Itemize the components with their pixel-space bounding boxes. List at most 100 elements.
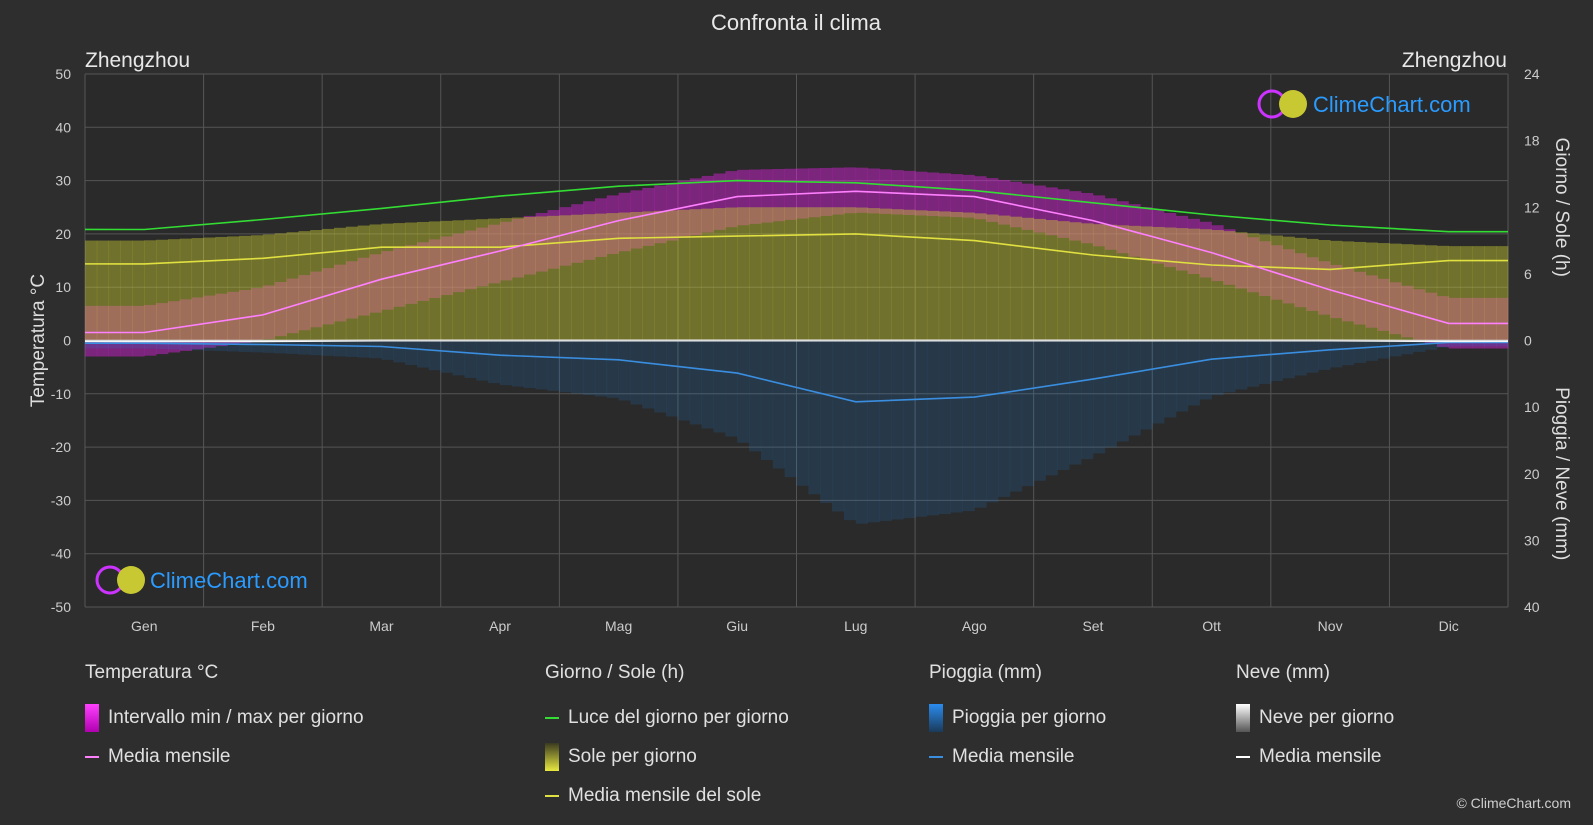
sunshine-bar bbox=[1104, 224, 1117, 341]
sunshine-bar bbox=[1365, 242, 1378, 341]
rain-bar bbox=[1401, 340, 1414, 355]
legend-item-label: Media mensile del sole bbox=[568, 784, 762, 806]
y-right-top-tick-label: 18 bbox=[1524, 133, 1540, 149]
rain-bar bbox=[808, 340, 821, 495]
rain-bar bbox=[476, 340, 489, 381]
rain-bar bbox=[571, 340, 584, 394]
sunshine-bar bbox=[630, 211, 643, 341]
rain-bar bbox=[1175, 340, 1189, 412]
y-right-top-tick-label: 12 bbox=[1524, 199, 1540, 215]
rain-bar bbox=[322, 340, 335, 356]
rain-bar bbox=[1152, 340, 1165, 424]
sunshine-bar bbox=[926, 210, 940, 341]
sunshine-bar bbox=[1223, 231, 1236, 341]
rain-bar bbox=[1389, 340, 1402, 357]
sunshine-bar bbox=[1413, 244, 1426, 341]
x-tick-label: Dic bbox=[1439, 618, 1459, 634]
rain-bar bbox=[843, 340, 857, 521]
legend-temperature-title: Temperatura °C bbox=[85, 662, 219, 683]
rain-bar bbox=[737, 340, 750, 443]
rain-bar bbox=[666, 340, 679, 417]
sunshine-bar bbox=[500, 218, 513, 341]
sunshine-bar bbox=[405, 222, 418, 341]
rain-bar bbox=[262, 340, 276, 353]
rain-bar bbox=[998, 340, 1011, 497]
rain-bar bbox=[144, 340, 157, 349]
rain-bar bbox=[903, 340, 916, 519]
legend-snow: Neve (mm) Neve per giorno Media mensile bbox=[1236, 662, 1394, 776]
rain-bar bbox=[369, 340, 382, 359]
rain-bar bbox=[1472, 340, 1485, 347]
sunshine-bar bbox=[85, 240, 98, 341]
rain-bar bbox=[239, 340, 252, 352]
rain-bar bbox=[1045, 340, 1058, 476]
rain-bar bbox=[191, 340, 204, 351]
y-right-bottom-tick-label: 20 bbox=[1524, 466, 1540, 482]
sunshine-bar bbox=[1033, 218, 1046, 341]
rain-bar bbox=[1104, 340, 1117, 448]
sunshine-swatch bbox=[545, 742, 559, 771]
legend-item: Luce del giorno per giorno bbox=[545, 698, 789, 737]
rain-bar bbox=[120, 340, 133, 349]
y-left-tick-label: 10 bbox=[55, 279, 71, 295]
sunshine-bar bbox=[1353, 241, 1366, 341]
temp-range-bar bbox=[547, 210, 560, 269]
temp-range-bar bbox=[642, 187, 655, 246]
sunshine-bar bbox=[1081, 223, 1094, 341]
temp-range-bar bbox=[1247, 237, 1260, 293]
rain-bar bbox=[1021, 340, 1034, 487]
temp-range-bar bbox=[417, 242, 430, 301]
rain-bar bbox=[452, 340, 465, 376]
rain-bar bbox=[227, 340, 240, 352]
rain-bar bbox=[1128, 340, 1141, 436]
sunshine-mean-swatch bbox=[545, 794, 559, 797]
sunshine-bar bbox=[1057, 221, 1070, 341]
x-tick-label: Apr bbox=[489, 618, 511, 634]
rain-bar bbox=[464, 340, 477, 378]
rain-bar bbox=[677, 340, 691, 421]
temp-range-swatch bbox=[85, 703, 99, 732]
y-right-top-axis-label: Giorno / Sole (h) bbox=[1551, 138, 1572, 277]
rain-bar bbox=[440, 340, 453, 373]
sunshine-bar bbox=[274, 233, 287, 341]
snow-swatch bbox=[1236, 703, 1250, 732]
sunshine-bar bbox=[784, 207, 797, 341]
sunshine-bar bbox=[452, 220, 465, 341]
temp-range-bar bbox=[1187, 218, 1200, 275]
sunshine-bar bbox=[96, 240, 110, 341]
legend-item: Sole per giorno bbox=[545, 737, 789, 776]
sunshine-bar bbox=[938, 211, 951, 341]
temp-range-bar bbox=[1140, 207, 1153, 261]
temp-range-bar bbox=[713, 173, 726, 230]
snow-mean-swatch bbox=[1236, 755, 1250, 758]
rain-bar bbox=[749, 340, 762, 452]
rain-bar bbox=[85, 340, 98, 349]
temp-range-bar bbox=[1092, 195, 1106, 247]
temp-range-bar bbox=[867, 168, 880, 214]
rain-bar bbox=[784, 340, 797, 478]
y-right-top-tick-label: 0 bbox=[1524, 333, 1532, 349]
sunshine-bar bbox=[334, 227, 347, 341]
sunshine-bar bbox=[476, 219, 489, 341]
sunshine-bar bbox=[488, 218, 501, 341]
rain-bar bbox=[1353, 340, 1366, 363]
temp-range-bar bbox=[689, 178, 702, 236]
sunshine-bar bbox=[1424, 245, 1438, 341]
sunshine-bar bbox=[594, 213, 608, 341]
temp-range-bar bbox=[1069, 191, 1082, 241]
rain-bar bbox=[357, 340, 370, 358]
rain-bar bbox=[879, 340, 892, 521]
sunshine-bar bbox=[1448, 246, 1461, 341]
sunshine-bar bbox=[464, 219, 477, 341]
temp-range-bar bbox=[535, 212, 548, 272]
sunshine-bar bbox=[772, 207, 785, 341]
rain-bar bbox=[1069, 340, 1082, 465]
legend-temperature: Temperatura °C Intervallo min / max per … bbox=[85, 662, 364, 776]
rain-bar bbox=[1377, 340, 1390, 359]
temp-range-bar bbox=[571, 204, 584, 263]
temp-range-bar bbox=[701, 175, 714, 233]
rain-bar bbox=[974, 340, 987, 508]
temp-range-bar bbox=[227, 291, 240, 345]
sunshine-bar bbox=[1247, 233, 1260, 341]
rain-bar bbox=[1235, 340, 1248, 390]
